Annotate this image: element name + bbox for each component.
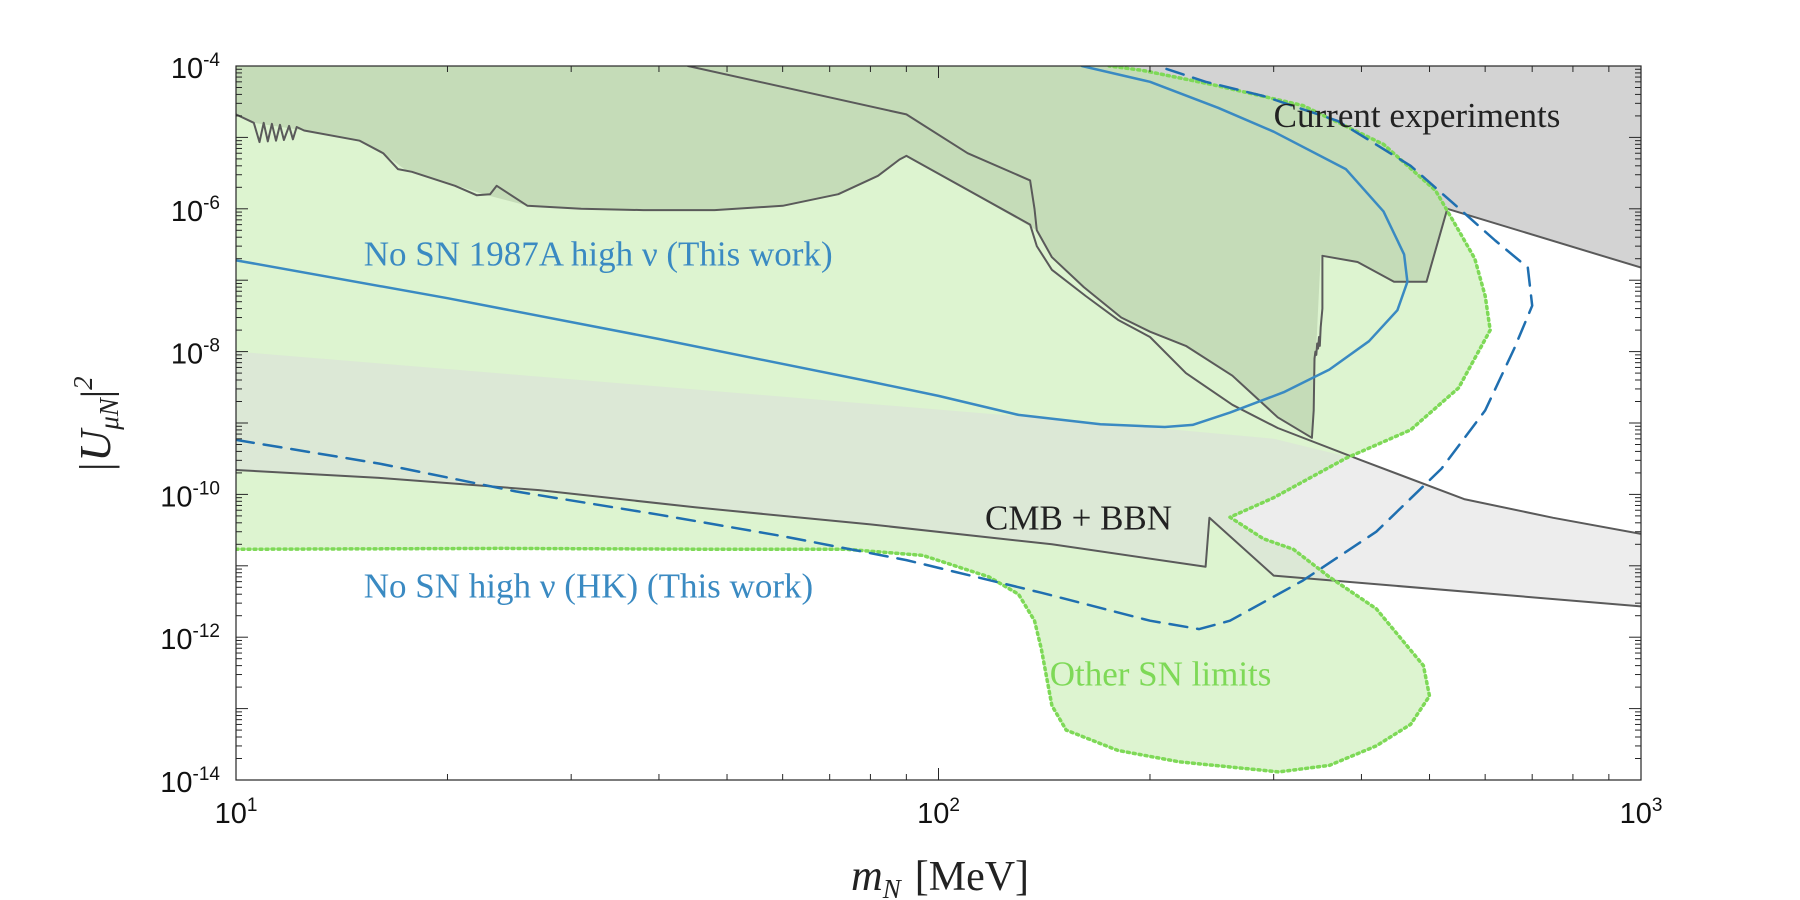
curve-no-sn-1987a-high-this-work bbox=[236, 66, 1409, 429]
y-tick-label: 10-10 bbox=[160, 478, 220, 513]
y-tick-label: 10-12 bbox=[160, 621, 220, 656]
y-tick-label: 10-4 bbox=[171, 50, 221, 85]
annotation-cmb-bbn: CMB + BBN bbox=[985, 499, 1172, 538]
y-tick-label: 10-14 bbox=[160, 764, 220, 799]
curve-outline-mid-lower bbox=[905, 154, 1641, 535]
annotation-other-sn-limits: Other SN limits bbox=[1050, 655, 1272, 694]
y-axis-suffix: | bbox=[74, 390, 120, 398]
region-current-experiments bbox=[236, 66, 1641, 438]
curve-outline-cmb-bbn bbox=[236, 469, 1641, 608]
annotation-layer: Current experiments No SN 1987A high ν (T… bbox=[364, 96, 1561, 694]
x-axis-symbol: m bbox=[851, 851, 883, 900]
y-tick-label: 10-6 bbox=[171, 193, 220, 228]
y-axis-label: |UμN|2 bbox=[68, 376, 124, 473]
y-axis-symbol: |U bbox=[71, 427, 120, 474]
tick-label-layer: 101 102 103 10-4 10-6 10-8 10-10 10-12 10-14 bbox=[160, 50, 1662, 830]
annotation-no-sn-high-hk-this-work: No SN high ν (HK) (This work) bbox=[364, 566, 813, 605]
y-tick-label: 10-8 bbox=[171, 336, 220, 371]
curve-outline-current-left bbox=[236, 113, 908, 212]
y-axis-subscript: μN bbox=[94, 396, 124, 431]
x-axis-subscript: N bbox=[882, 874, 903, 900]
y-axis-power: 2 bbox=[68, 376, 98, 390]
curve-outline-current-right bbox=[1446, 207, 1641, 269]
svg-text:mN[MeV]: mN [MeV] bbox=[851, 851, 1029, 900]
curve-no-sn-high-hk-this-work bbox=[236, 66, 1534, 631]
x-tick-label: 101 bbox=[215, 795, 258, 830]
x-axis-unit: [MeV] bbox=[915, 854, 1029, 900]
x-axis-label: mN [MeV] bbox=[851, 851, 1029, 900]
annotation-current-experiments: Current experiments bbox=[1274, 96, 1561, 135]
x-tick-label: 103 bbox=[1620, 795, 1663, 830]
x-tick-label: 102 bbox=[917, 795, 960, 830]
region-cmb-bbn bbox=[236, 351, 1641, 607]
annotation-no-sn-1987a-high-this-work: No SN 1987A high ν (This work) bbox=[364, 235, 833, 274]
svg-text:|UμN|2: |UμN|2 bbox=[68, 376, 124, 473]
series-layer bbox=[236, 66, 1641, 774]
tick-layer bbox=[235, 65, 1642, 781]
curve-outline-current-mid bbox=[687, 66, 1449, 439]
curve-other-sn-limits bbox=[236, 66, 1492, 774]
